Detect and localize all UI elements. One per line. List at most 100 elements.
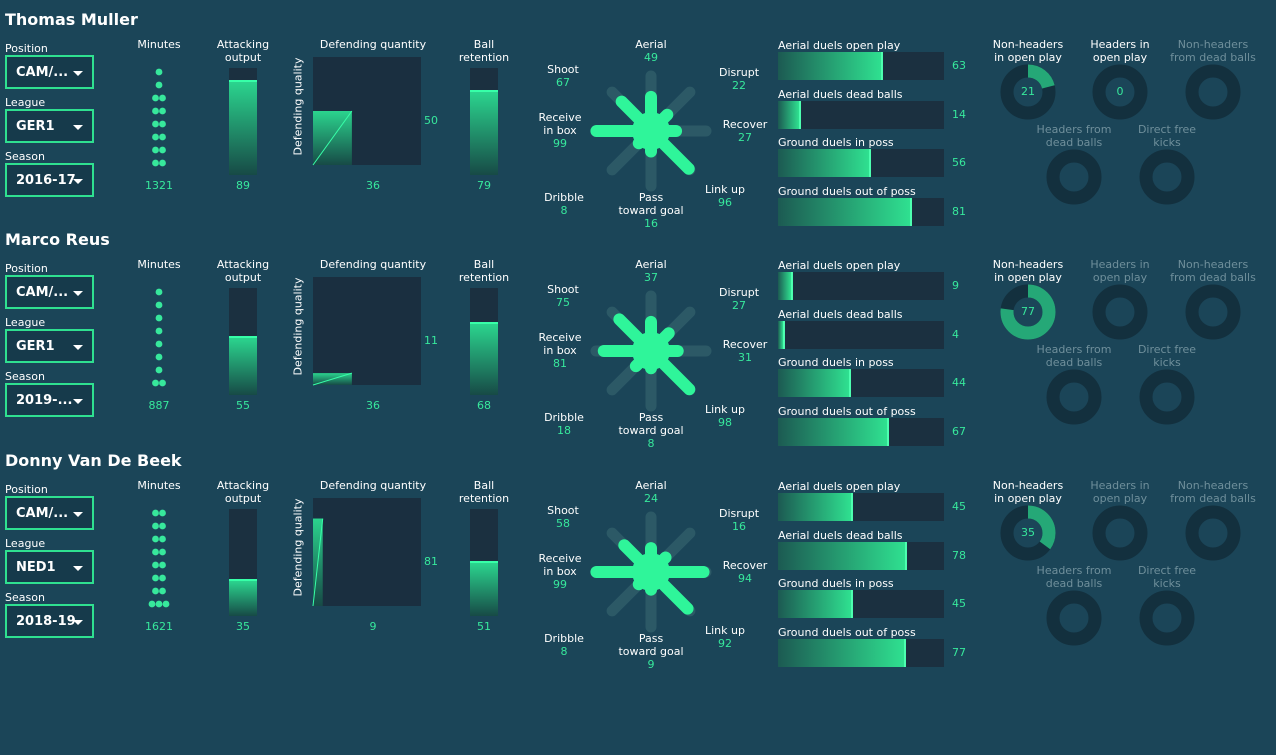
radar-label-aerial: Aerial 37 [606,258,696,284]
radar-chart [590,511,712,633]
radar-value-pass: 9 [647,658,655,671]
minutes-header: Minutes [137,479,181,492]
donut-label-line1: Non-headers [992,479,1064,492]
ball-retention-header: Ball retention [454,38,514,64]
donut-arc [1000,505,1056,561]
minutes-dot [155,600,163,608]
radar-label-text: in box [543,124,577,137]
league-dropdown[interactable]: GER1 [5,109,94,143]
season-dropdown[interactable]: 2018-19 [5,604,94,638]
defending-quantity-header: Defending quantity [319,479,427,492]
donut-label: Headers from dead balls [1019,343,1129,369]
attacking-output-header-line2: output [224,492,262,505]
duel-label: Aerial duels dead balls [778,88,903,101]
chevron-down-icon [73,179,83,184]
radar-label-text: Pass [638,191,664,204]
radar-label-text: Recover [722,118,768,131]
chevron-down-icon [73,512,83,517]
radar-label-text: in box [543,344,577,357]
season-dropdown[interactable]: 2019-... [5,383,94,417]
duel-label: Aerial duels open play [778,259,901,272]
defending-quality-axis-label: Defending quality [291,277,305,376]
minutes-dot [159,574,166,582]
duel-bar [778,198,944,226]
chevron-down-icon [73,399,83,404]
radar-value-link_up: 92 [718,637,732,650]
position-dropdown[interactable]: CAM/... [5,496,94,530]
chevron-down-icon [73,620,83,625]
season-dropdown[interactable]: 2016-17 [5,163,94,197]
radar-label-text: in box [543,565,577,578]
radar-value-pass: 8 [647,437,655,450]
donut-chart [1092,64,1148,120]
donut-label-line1: Non-headers [1177,38,1249,51]
radar-value-shoot: 58 [556,517,570,530]
duel-value: 14 [952,108,966,121]
defending-quality-value: 50 [424,114,438,127]
donut-label-line2: kicks [1153,577,1181,590]
minutes-dot [152,509,159,517]
duel-label: Ground duels out of poss [778,185,916,198]
radar-value-recover: 27 [738,131,752,144]
radar-label-text: Disrupt [718,507,760,520]
duel-bar [778,149,944,177]
minutes-dot [159,133,166,141]
duel-bar-fill [778,542,908,570]
defending-quantity-value: 36 [366,179,380,192]
chevron-down-icon [73,345,83,350]
duel-value: 9 [952,279,959,292]
attacking-output-header-line1: Attacking [216,38,270,51]
duel-label: Ground duels in poss [778,136,894,149]
donut-label-line2: dead balls [1045,577,1103,590]
donut-chart [1092,284,1148,340]
ball-retention-header-line2: retention [458,492,510,505]
radar-chart [590,70,712,192]
ball-retention-bar [470,509,498,616]
radar-label-text: Link up [705,183,745,196]
position-label: Position [5,483,48,496]
radar-label-text: Link up [705,403,745,416]
donut-track [1185,284,1241,340]
radar-label-text: Link up [705,624,745,637]
minutes-dot [159,509,166,517]
minutes-dot [159,535,166,543]
season-value: 2019-... [16,393,73,408]
radar-value-disrupt: 16 [732,520,746,533]
league-value: NED1 [16,560,56,575]
duel-bar-fill [778,52,883,80]
attacking-output-header-line2: output [224,51,262,64]
minutes-dot [155,314,163,322]
minutes-dots [152,68,166,167]
donut-label: Direct free kicks [1112,564,1222,590]
attacking-output-header-line1: Attacking [216,479,270,492]
league-dropdown[interactable]: GER1 [5,329,94,363]
position-value: CAM/... [16,506,69,521]
defending-chart [312,372,353,386]
donut-label-line1: Direct free [1137,564,1197,577]
minutes-dot [159,522,166,530]
minutes-header: Minutes [137,258,181,271]
league-label: League [5,316,46,329]
donut-label: Headers in open play [1065,479,1175,505]
ball-retention-header-line1: Ball [473,479,495,492]
donut-chart [1139,590,1195,646]
duel-bar-fill [778,639,906,667]
defending-quality-axis-label: Defending quality [291,57,305,156]
minutes-dot [155,327,163,335]
position-dropdown[interactable]: CAM/... [5,275,94,309]
radar-label-text: toward goal [618,424,684,437]
radar-label-dribble: Dribble 8 [519,632,609,658]
minutes-dot [152,146,159,154]
duel-value: 56 [952,156,966,169]
duel-bar [778,101,944,129]
donut-chart [1046,369,1102,425]
duel-bar-fill [778,101,802,129]
league-dropdown[interactable]: NED1 [5,550,94,584]
defending-diagonal [312,110,353,166]
donut-value: 77 [1021,305,1035,318]
defending-quality-value: 81 [424,555,438,568]
radar-label-aerial: Aerial 24 [606,479,696,505]
donut-label-line1: Headers from [1036,123,1112,136]
radar-label-text: Disrupt [718,286,760,299]
position-dropdown[interactable]: CAM/... [5,55,94,89]
